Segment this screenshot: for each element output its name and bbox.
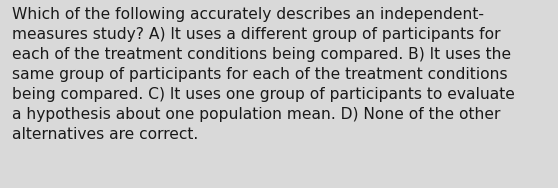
Text: Which of the following accurately describes an independent-
measures study? A) I: Which of the following accurately descri… (12, 7, 515, 142)
